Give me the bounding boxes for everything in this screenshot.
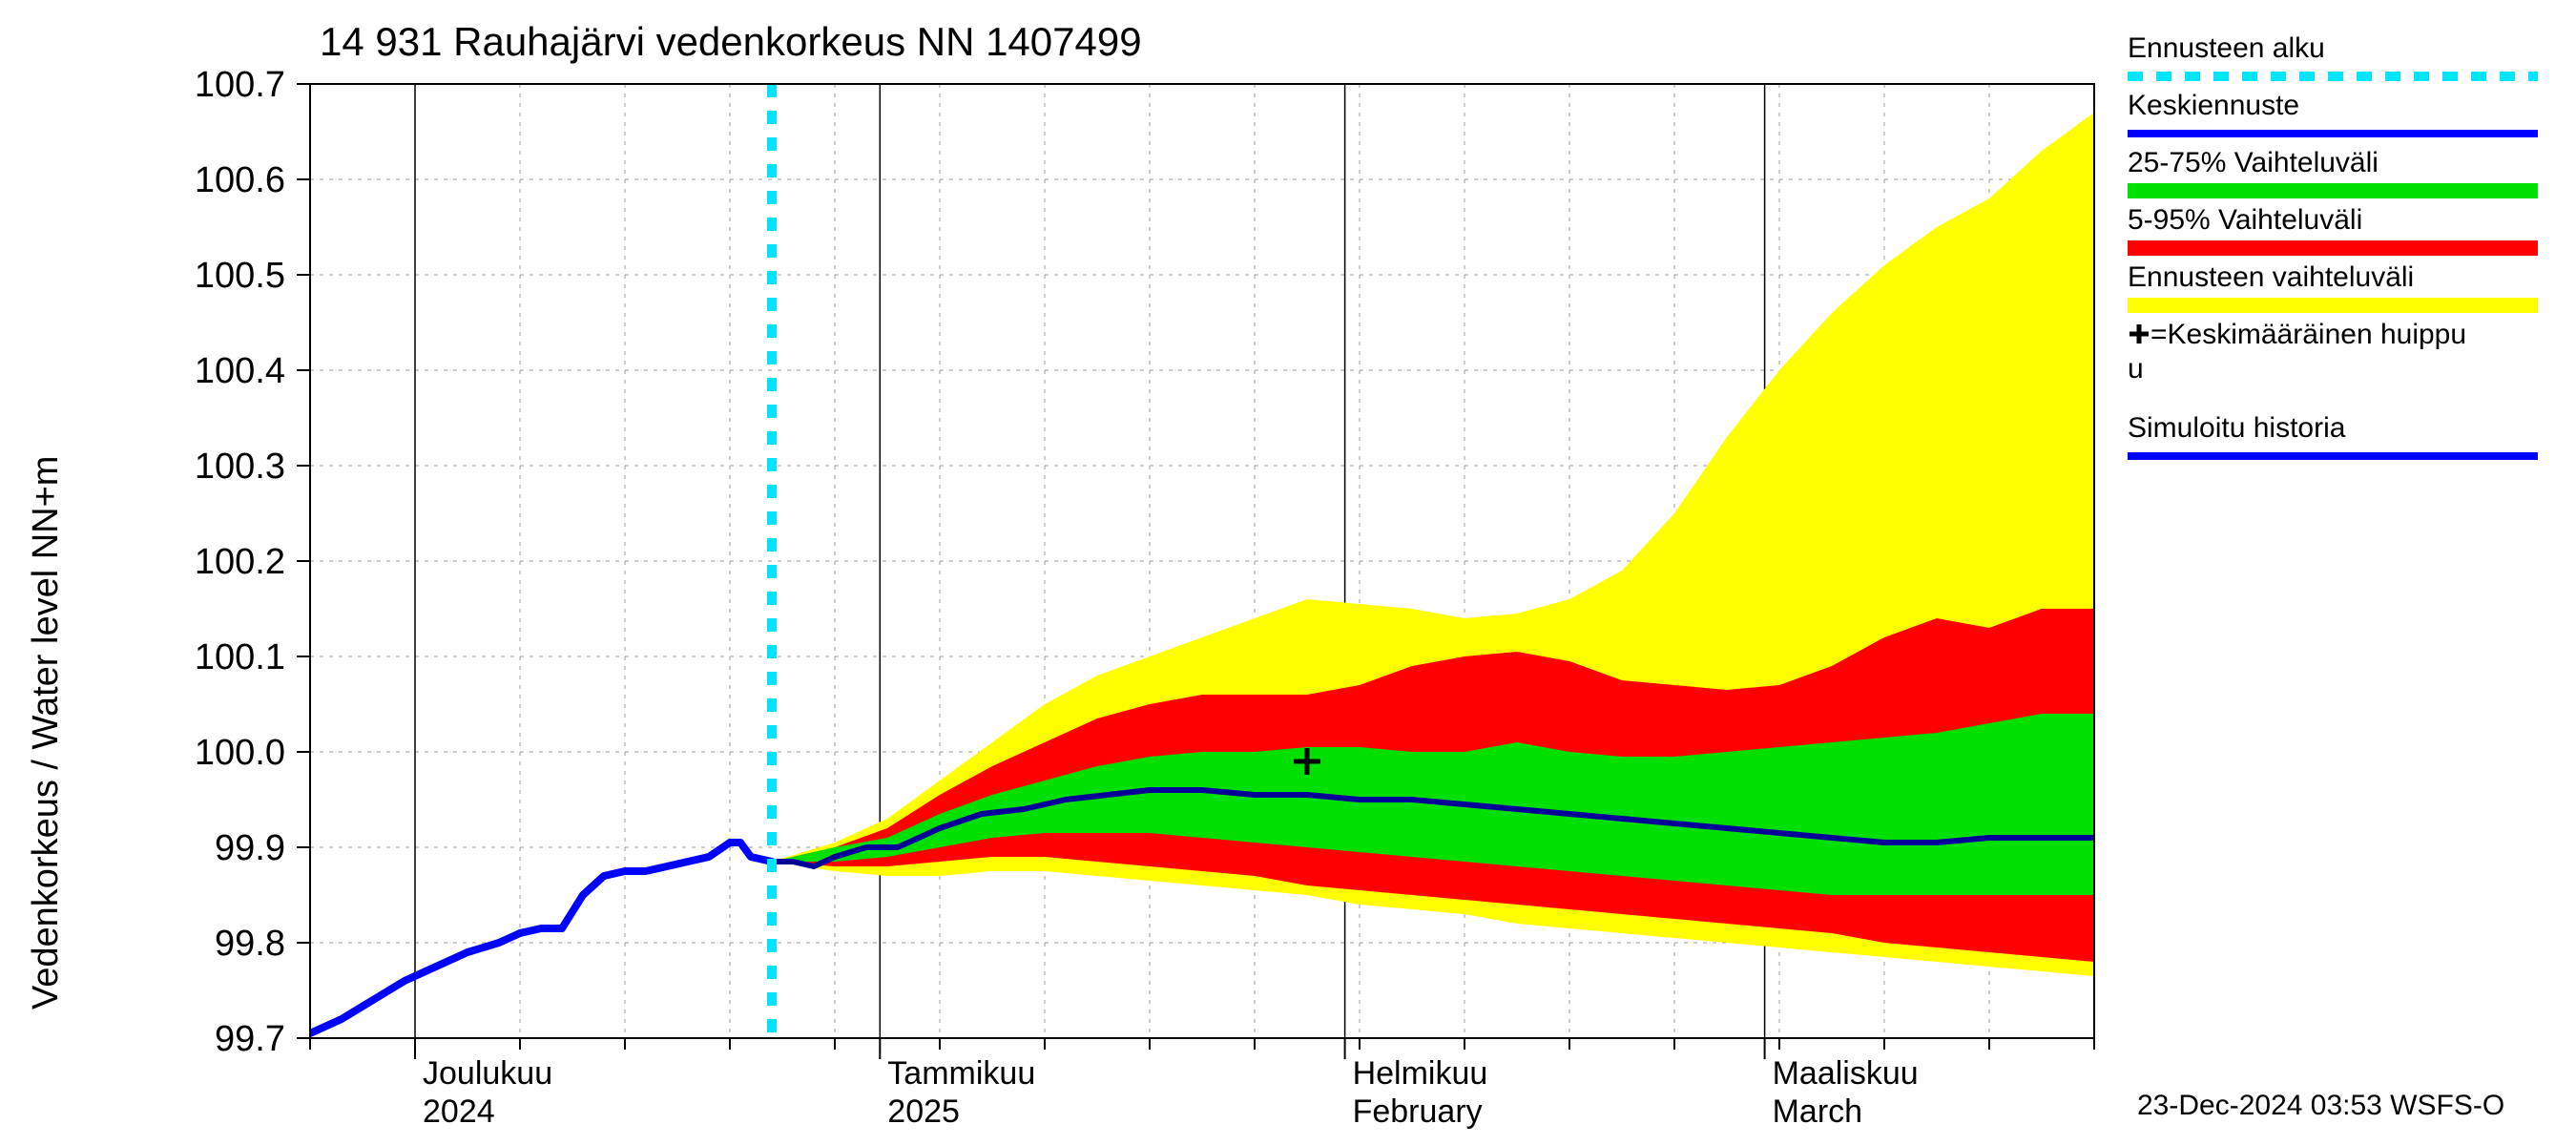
chart-legend: Ennusteen alku Keskiennuste 25-75% Vaihtel… <box>2128 32 2538 456</box>
svg-text:u: u <box>2128 353 2144 385</box>
svg-text:2025: 2025 <box>887 1093 960 1130</box>
svg-text:Joulukuu: Joulukuu <box>423 1055 552 1092</box>
svg-text:February: February <box>1353 1093 1483 1130</box>
svg-text:=Keskimääräinen huippu: =Keskimääräinen huippu <box>2150 319 2466 350</box>
chart-title: 14 931 Rauhajärvi vedenkorkeus NN 140749… <box>320 19 1142 64</box>
y-axis-label: Vedenkorkeus / Water level NN+m <box>26 456 66 1010</box>
svg-text:Tammikuu: Tammikuu <box>887 1055 1035 1092</box>
svg-text:100.7: 100.7 <box>195 65 285 105</box>
svg-text:Maaliskuu: Maaliskuu <box>1773 1055 1919 1092</box>
svg-text:Helmikuu: Helmikuu <box>1353 1055 1488 1092</box>
svg-text:25-75% Vaihteluväli: 25-75% Vaihteluväli <box>2128 147 2379 178</box>
svg-text:Ennusteen vaihteluväli: Ennusteen vaihteluväli <box>2128 261 2414 293</box>
water-level-chart: 99.7 99.8 99.9 100.0 100.1 100.2 100.3 100.4 100… <box>0 0 2576 1145</box>
svg-text:Ennusteen alku: Ennusteen alku <box>2128 32 2325 64</box>
svg-text:5-95% Vaihteluväli: 5-95% Vaihteluväli <box>2128 204 2362 236</box>
svg-text:100.0: 100.0 <box>195 733 285 773</box>
svg-text:Simuloitu historia: Simuloitu historia <box>2128 412 2346 444</box>
svg-text:100.1: 100.1 <box>195 637 285 677</box>
svg-text:Keskiennuste: Keskiennuste <box>2128 90 2299 121</box>
svg-text:99.7: 99.7 <box>215 1019 285 1059</box>
svg-text:100.6: 100.6 <box>195 160 285 200</box>
svg-text:2024: 2024 <box>423 1093 495 1130</box>
svg-text:100.4: 100.4 <box>195 351 285 391</box>
svg-text:100.3: 100.3 <box>195 447 285 487</box>
svg-text:99.8: 99.8 <box>215 924 285 964</box>
chart-footer: 23-Dec-2024 03:53 WSFS-O <box>2137 1090 2504 1121</box>
svg-text:99.9: 99.9 <box>215 828 285 868</box>
svg-text:100.5: 100.5 <box>195 256 285 296</box>
svg-text:March: March <box>1773 1093 1862 1130</box>
svg-text:100.2: 100.2 <box>195 542 285 582</box>
